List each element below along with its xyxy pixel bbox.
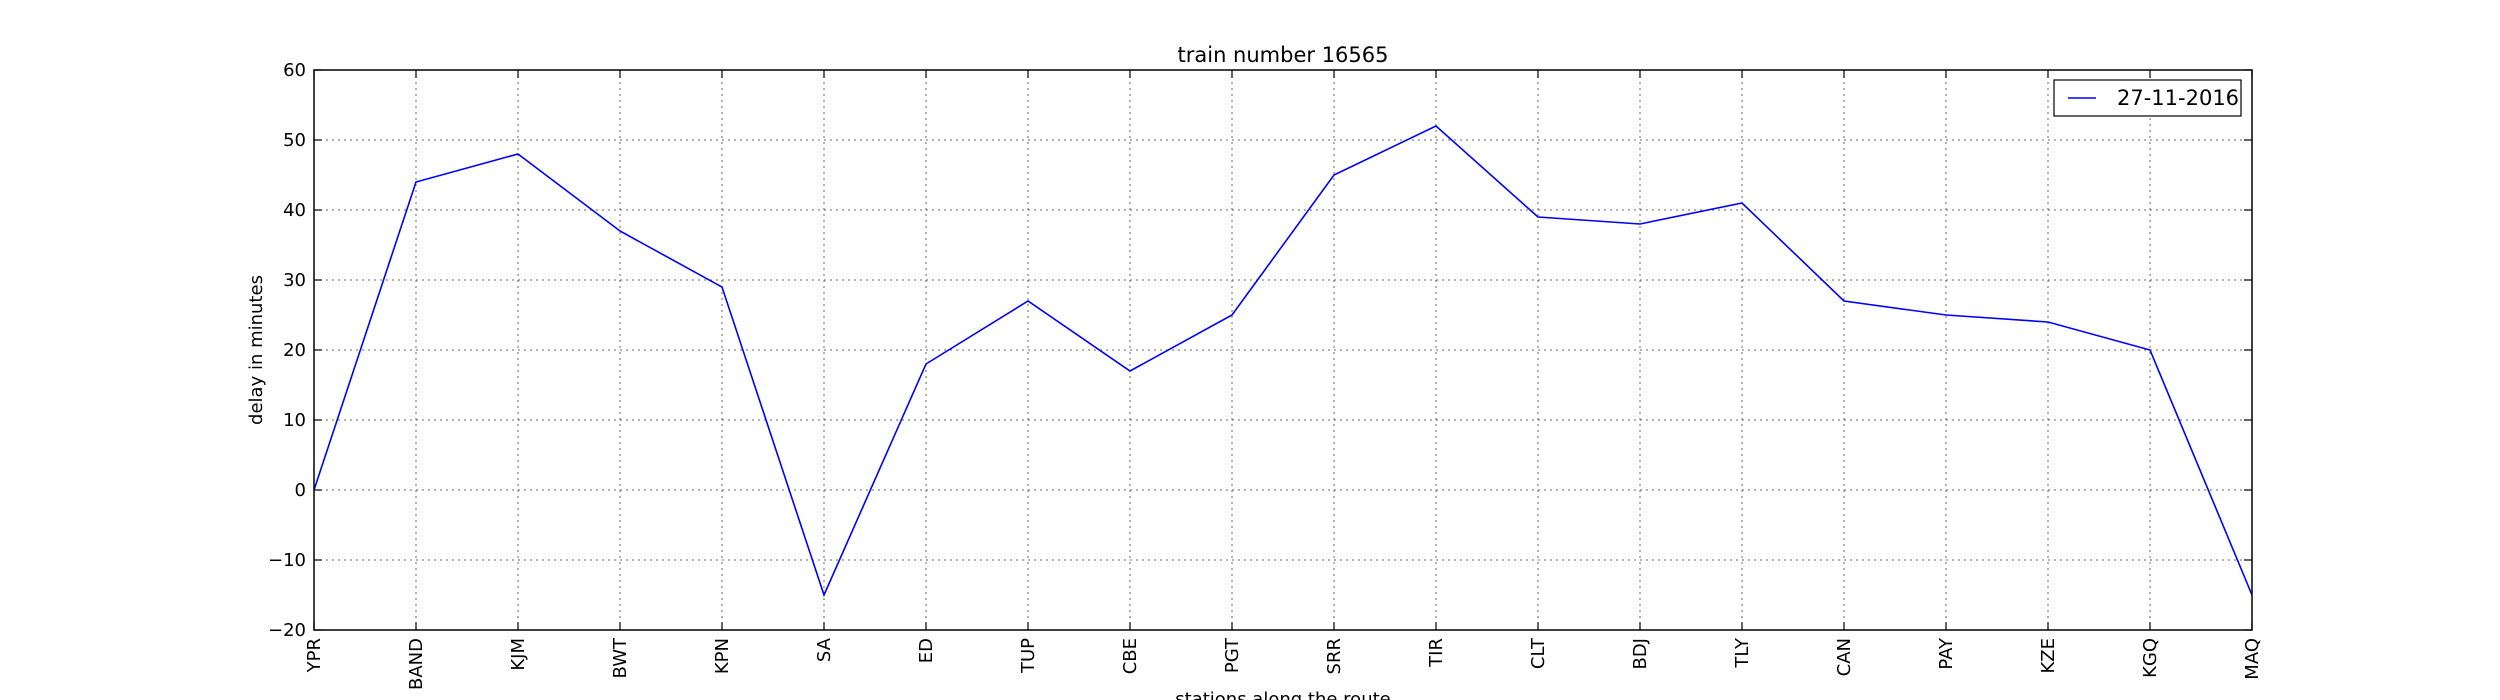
y-tick-label: −20 — [268, 620, 306, 641]
x-tick-label: BWT — [610, 637, 631, 679]
x-axis-ticks: YPR BAND KJM BWT KPN SA ED TUP CBE PGT SRR TIR CLT BD… — [304, 70, 2263, 690]
x-tick-label: KPN — [712, 638, 733, 674]
x-axis-label: stations along the route — [1175, 689, 1390, 700]
x-tick-label: PGT — [1222, 637, 1243, 673]
x-tick-label: CAN — [1834, 638, 1855, 676]
chart-title: train number 16565 — [1178, 43, 1389, 67]
y-tick-label: 30 — [283, 270, 306, 291]
x-tick-label: ED — [916, 638, 937, 663]
x-tick-label: PAY — [1936, 637, 1957, 670]
y-tick-label: 40 — [283, 200, 306, 221]
y-tick-label: 60 — [283, 60, 306, 81]
x-tick-label: MAQ — [2242, 638, 2263, 680]
series-line — [313, 125, 2253, 598]
y-axis-label: delay in minutes — [246, 275, 267, 425]
x-tick-label: SRR — [1324, 638, 1345, 674]
x-tick-label: KZE — [2038, 638, 2059, 674]
x-tick-label: TIR — [1426, 638, 1447, 668]
x-tick-label: BDJ — [1630, 638, 1651, 670]
x-tick-label: CBE — [1120, 638, 1141, 674]
x-tick-label: YPR — [304, 638, 325, 673]
x-tick-label: SA — [814, 637, 835, 662]
x-tick-label: KGQ — [2140, 638, 2161, 678]
legend: 27-11-2016 — [2053, 79, 2242, 117]
y-tick-label: 20 — [283, 340, 306, 361]
plot-frame — [313, 69, 2253, 631]
x-tick-label: TUP — [1018, 638, 1039, 674]
x-tick-label: BAND — [406, 638, 427, 690]
x-tick-label: TLY — [1732, 637, 1753, 669]
y-axis-ticks: −20 −10 0 10 20 30 40 50 60 — [268, 60, 2252, 641]
legend-entry-label: 27-11-2016 — [2117, 86, 2239, 110]
y-tick-label: 0 — [295, 480, 306, 501]
x-tick-label: KJM — [508, 638, 529, 671]
grid-lines — [313, 69, 2253, 631]
y-tick-label: −10 — [268, 550, 306, 571]
y-tick-label: 10 — [283, 410, 306, 431]
y-tick-label: 50 — [283, 130, 306, 151]
x-tick-label: CLT — [1528, 637, 1549, 669]
